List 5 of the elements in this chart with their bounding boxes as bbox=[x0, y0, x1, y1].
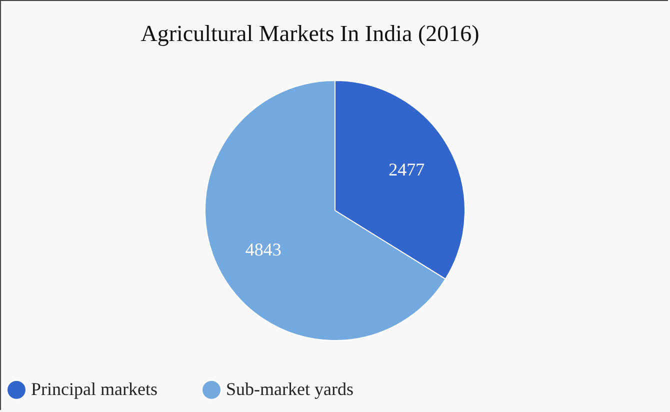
legend-label: Principal markets bbox=[31, 378, 158, 399]
legend-label: Sub-market yards bbox=[226, 378, 354, 399]
data-label: 2477 bbox=[388, 160, 425, 180]
data-label: 4843 bbox=[245, 239, 282, 260]
chart-title: Agricultural Markets In India (2016) bbox=[140, 21, 480, 46]
